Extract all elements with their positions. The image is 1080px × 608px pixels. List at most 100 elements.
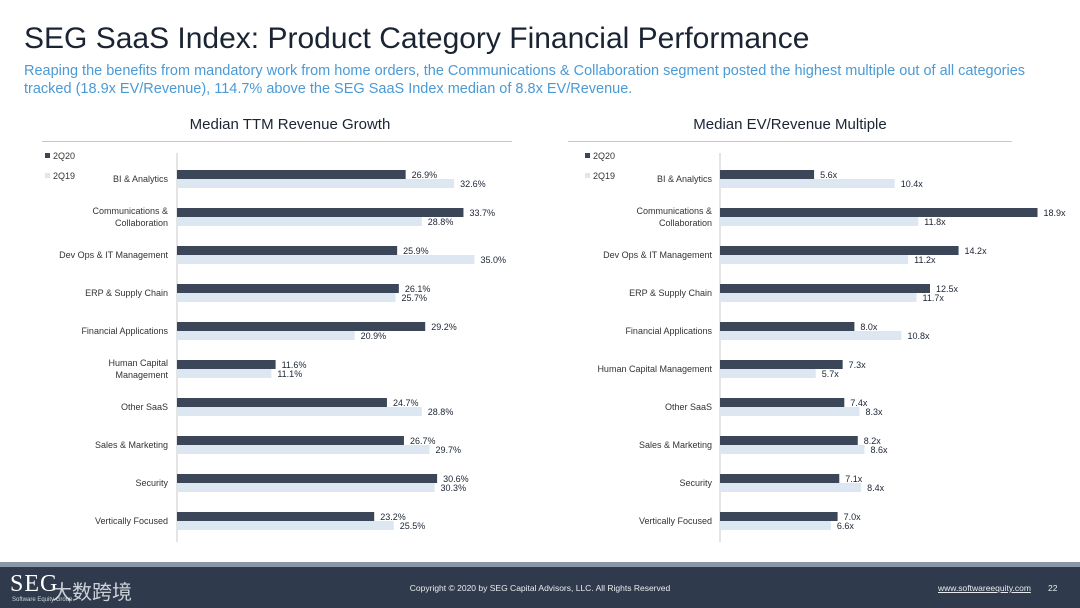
data-label: 14.2x	[965, 246, 988, 256]
bar-2q19	[177, 217, 422, 226]
data-label: 35.0%	[481, 255, 507, 265]
data-label: 23.2%	[380, 512, 406, 522]
category-label: Collaboration	[115, 218, 168, 228]
bar-2q19	[720, 445, 865, 454]
data-label: 29.2%	[431, 322, 457, 332]
bar-2q20	[720, 208, 1038, 217]
data-label: 10.4x	[901, 179, 924, 189]
chart-title-rule	[568, 141, 1012, 142]
bar-2q20	[177, 284, 399, 293]
bar-2q20	[177, 474, 438, 483]
bar-2q20	[177, 322, 426, 331]
data-label: 29.7%	[435, 445, 461, 455]
bar-2q20	[720, 512, 838, 521]
legend-swatch-2q19	[585, 173, 590, 178]
bar-2q19	[177, 483, 435, 492]
bar-2q19	[177, 179, 455, 188]
category-label: Other SaaS	[665, 402, 712, 412]
data-label: 18.9x	[1044, 208, 1067, 218]
data-label: 11.8x	[924, 217, 946, 227]
bar-2q19	[720, 293, 917, 302]
logo-subtext: Software Equity Group	[12, 597, 73, 603]
bar-2q19	[720, 521, 831, 530]
logo-mark: SEG	[10, 571, 59, 597]
data-label: 25.9%	[403, 246, 429, 256]
data-label: 11.6%	[282, 360, 307, 370]
category-label: BI & Analytics	[657, 174, 713, 184]
data-label: 12.5x	[936, 284, 959, 294]
data-label: 28.8%	[428, 407, 454, 417]
data-label: 10.8x	[907, 331, 930, 341]
data-label: 11.1%	[277, 369, 302, 379]
bar-2q19	[177, 407, 422, 416]
data-label: 26.7%	[410, 436, 436, 446]
bar-2q19	[720, 369, 816, 378]
category-label: Communications &	[636, 206, 712, 216]
data-label: 26.9%	[412, 170, 438, 180]
legend-label-2q20: 2Q20	[593, 151, 615, 161]
category-label: Other SaaS	[121, 402, 168, 412]
bar-2q19	[177, 331, 355, 340]
category-label: Collaboration	[659, 218, 712, 228]
bar-2q19	[720, 179, 895, 188]
copyright-text: Copyright © 2020 by SEG Capital Advisors…	[409, 583, 671, 593]
category-label: Sales & Marketing	[639, 440, 712, 450]
data-label: 24.7%	[393, 398, 419, 408]
watermark: 大数跨境	[52, 582, 132, 604]
bar-2q20	[177, 512, 375, 521]
website-link[interactable]: www.softwareequity.com	[938, 583, 1031, 593]
chart-title-revenue-growth: Median TTM Revenue Growth	[189, 116, 391, 133]
bar-2q19	[177, 445, 430, 454]
data-label: 33.7%	[469, 208, 495, 218]
legend-swatch-2q20	[45, 153, 50, 158]
footer-bar	[0, 567, 1080, 608]
data-label: 11.7x	[923, 293, 945, 303]
category-label: ERP & Supply Chain	[85, 288, 168, 298]
legend-label-2q19: 2Q19	[53, 171, 75, 181]
bar-2q20	[720, 322, 855, 331]
data-label: 26.1%	[405, 284, 431, 294]
bar-2q19	[720, 483, 862, 492]
category-label: Communications &	[92, 206, 168, 216]
category-label: Dev Ops & IT Management	[603, 250, 712, 260]
data-label: 8.2x	[864, 436, 882, 446]
data-label: 8.0x	[860, 322, 878, 332]
bar-2q20	[177, 170, 406, 179]
bar-2q20	[720, 246, 959, 255]
data-label: 5.6x	[820, 170, 838, 180]
category-label: Security	[679, 478, 712, 488]
category-label: Vertically Focused	[639, 516, 712, 526]
data-label: 30.6%	[443, 474, 469, 484]
data-label: 11.2x	[914, 255, 936, 265]
legend-swatch-2q19	[45, 173, 50, 178]
data-label: 8.6x	[870, 445, 888, 455]
bar-2q19	[720, 407, 860, 416]
page-number: 22	[1048, 583, 1058, 593]
footer-rule	[0, 562, 1080, 567]
data-label: 5.7x	[822, 369, 840, 379]
bar-2q20	[720, 170, 815, 179]
legend-swatch-2q20	[585, 153, 590, 158]
category-label: Security	[135, 478, 168, 488]
category-label: Dev Ops & IT Management	[59, 250, 168, 260]
bar-2q20	[177, 208, 464, 217]
category-label: Financial Applications	[625, 326, 712, 336]
data-label: 28.8%	[428, 217, 454, 227]
bar-2q20	[720, 284, 930, 293]
data-label: 7.4x	[850, 398, 868, 408]
bar-2q19	[720, 255, 909, 264]
data-label: 7.1x	[845, 474, 863, 484]
bar-2q19	[177, 521, 394, 530]
data-label: 32.6%	[460, 179, 486, 189]
category-label: Sales & Marketing	[95, 440, 168, 450]
data-label: 25.5%	[400, 521, 426, 531]
ev-revenue-chart: 2Q20 2Q19 BI & Analytics 5.6x 10.4x Communica…	[585, 151, 1067, 542]
category-label: BI & Analytics	[113, 174, 169, 184]
chart-title-rule	[42, 141, 512, 142]
data-label: 20.9%	[361, 331, 387, 341]
bar-2q20	[720, 436, 858, 445]
bar-2q20	[720, 360, 843, 369]
data-label: 30.3%	[441, 483, 467, 493]
bar-2q20	[720, 474, 840, 483]
category-label: Financial Applications	[81, 326, 168, 336]
